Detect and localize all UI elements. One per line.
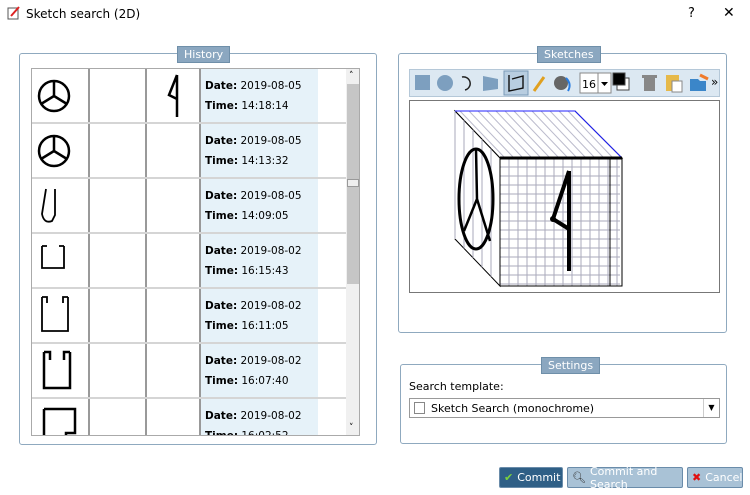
history-info: Date: 2019-08-02 Time: 16:15:43 — [201, 234, 318, 287]
color-picker[interactable] — [612, 72, 626, 86]
history-time: 14:18:14 — [241, 100, 289, 112]
history-info: Date: 2019-08-05 Time: 14:18:14 — [201, 69, 318, 122]
empty-cell — [90, 289, 147, 342]
history-date: 2019-08-02 — [240, 355, 302, 367]
sketch-thumbnail-2 — [147, 69, 201, 122]
scroll-down-icon[interactable]: ˅ — [349, 423, 354, 433]
history-date: 2019-08-02 — [240, 245, 302, 257]
sketch-thumbnail — [32, 124, 90, 177]
sketch-thumbnail-2 — [147, 124, 201, 177]
sketch-thumbnail — [32, 179, 90, 232]
history-info: Date: 2019-08-02 Time: 16:07:40 — [201, 344, 318, 397]
history-date: 2019-08-05 — [240, 80, 302, 92]
history-row[interactable]: Date: 2019-08-02 Time: 16:11:05 — [32, 289, 346, 344]
history-row[interactable]: Date: 2019-08-05 Time: 14:18:14 — [32, 69, 346, 124]
empty-cell — [90, 69, 147, 122]
close-button[interactable]: ✕ — [723, 5, 735, 21]
cancel-label: Cancel — [705, 471, 743, 484]
scrollbar[interactable]: ˄ ˅ — [346, 69, 359, 435]
polygon-fill-tool-icon[interactable] — [483, 76, 498, 91]
sketch-thumbnail — [32, 344, 90, 397]
sketch-canvas[interactable] — [409, 100, 720, 293]
history-info: Date: 2019-08-05 Time: 14:13:32 — [201, 124, 318, 177]
history-date: 2019-08-05 — [240, 135, 302, 147]
app-icon — [7, 6, 20, 20]
sketch-thumbnail-2 — [147, 344, 201, 397]
empty-cell — [90, 399, 147, 435]
sketch-thumbnail — [32, 69, 90, 122]
sketch-thumbnail-2 — [147, 234, 201, 287]
sketch-toolbar: 16 » — [409, 69, 720, 97]
open-folder-icon[interactable] — [690, 79, 706, 91]
window-title: Sketch search (2D) — [26, 7, 141, 21]
search-icon: 🔍︎ — [572, 471, 586, 484]
check-icon: ✔ — [504, 471, 514, 484]
history-label: History — [177, 46, 231, 63]
history-row[interactable]: Date: 2019-08-02 Time: 16:15:43 — [32, 234, 346, 289]
history-time: 16:02:52 — [241, 430, 289, 436]
title-bar: Sketch search (2D) ? ✕ — [0, 0, 750, 28]
commit-and-search-button[interactable]: 🔍︎ Commit and Search — [567, 464, 683, 491]
history-time: 16:15:43 — [241, 265, 289, 277]
cube-preview — [453, 109, 624, 288]
sketch-thumbnail — [32, 289, 90, 342]
empty-cell — [90, 344, 147, 397]
commit-label: Commit — [517, 471, 561, 484]
polyline-tool-icon[interactable] — [508, 75, 524, 92]
rectangle-tool-icon[interactable] — [415, 75, 430, 90]
more-tools-button[interactable]: » — [711, 75, 719, 89]
settings-label: Settings — [541, 357, 601, 374]
delete-icon[interactable] — [644, 78, 655, 91]
empty-cell — [90, 179, 147, 232]
history-info: Date: 2019-08-02 Time: 16:02:52 — [201, 399, 318, 436]
history-date: 2019-08-02 — [240, 410, 302, 422]
history-time: 16:07:40 — [241, 375, 289, 387]
history-row[interactable]: Date: 2019-08-02 Time: 16:07:40 — [32, 344, 346, 399]
empty-cell — [90, 234, 147, 287]
empty-cell — [90, 124, 147, 177]
sketches-label: Sketches — [537, 46, 601, 63]
history-date: 2019-08-05 — [240, 190, 302, 202]
search-template-value: Sketch Search (monochrome) — [431, 402, 595, 415]
history-time: 14:13:32 — [241, 155, 289, 167]
sketch-thumbnail — [32, 234, 90, 287]
sketch-thumbnail-2 — [147, 289, 201, 342]
x-icon: ✖ — [692, 471, 702, 484]
history-date: 2019-08-02 — [240, 300, 302, 312]
history-row[interactable]: Date: 2019-08-02 Time: 16:02:52 — [32, 399, 346, 436]
history-time: 16:11:05 — [241, 320, 289, 332]
sketch-thumbnail-2 — [147, 179, 201, 232]
history-info: Date: 2019-08-05 Time: 14:09:05 — [201, 179, 318, 232]
template-icon — [414, 402, 425, 414]
arc-tool-icon[interactable] — [461, 76, 471, 91]
commit-and-search-label: Commit and Search — [589, 464, 658, 491]
history-row[interactable]: Date: 2019-08-05 Time: 14:09:05 — [32, 179, 346, 234]
sketch-thumbnail — [32, 399, 90, 435]
circle-tool-icon[interactable] — [437, 75, 453, 91]
history-table: Date: 2019-08-02 Time: 16:02:52 Date: 201… — [31, 68, 360, 436]
commit-button[interactable]: ✔ Commit — [499, 467, 563, 488]
brush-tool-icon[interactable] — [532, 76, 546, 92]
chevron-down-icon[interactable]: ▼ — [703, 399, 719, 417]
fill-bucket-icon[interactable] — [554, 76, 568, 90]
history-info: Date: 2019-08-02 Time: 16:11:05 — [201, 289, 318, 342]
scroll-up-icon[interactable]: ˄ — [349, 71, 354, 81]
history-row[interactable]: Date: 2019-08-05 Time: 14:13:32 — [32, 124, 346, 179]
search-template-select[interactable]: Sketch Search (monochrome) ▼ — [409, 398, 720, 418]
sketch-thumbnail-2 — [147, 399, 201, 435]
search-template-label: Search template: — [409, 380, 504, 393]
line-width-value[interactable]: 16 — [582, 78, 596, 91]
help-button[interactable]: ? — [688, 6, 695, 21]
history-time: 14:09:05 — [241, 210, 289, 222]
cancel-button[interactable]: ✖ Cancel — [687, 467, 743, 488]
